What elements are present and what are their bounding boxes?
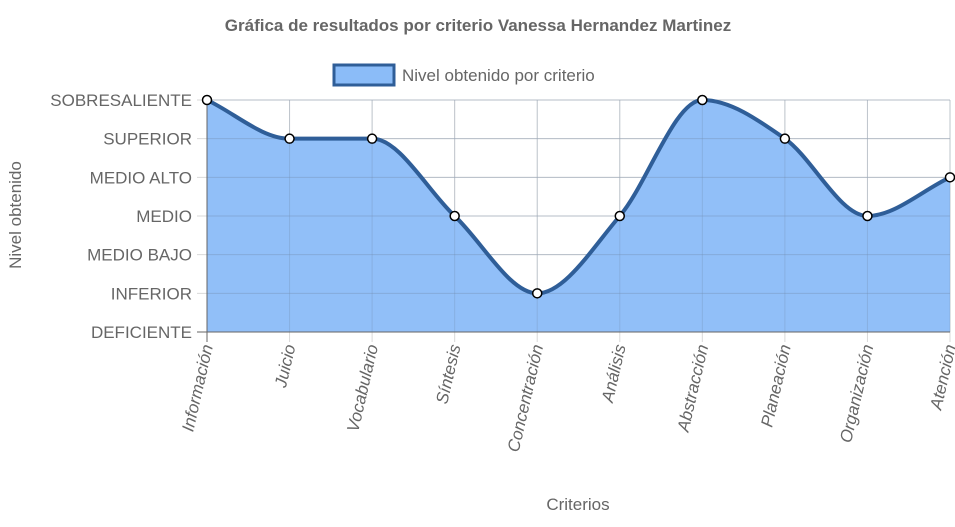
legend-swatch	[332, 63, 396, 87]
legend[interactable]: Nivel obtenido por criterio	[332, 63, 595, 87]
y-tick-label: MEDIO	[136, 207, 192, 226]
y-tick-label: MEDIO BAJO	[87, 246, 192, 265]
y-tick-label: DEFICIENTE	[91, 323, 192, 342]
data-point[interactable]	[614, 210, 626, 222]
data-point[interactable]	[201, 94, 213, 106]
x-tick-label: Organización	[836, 343, 877, 445]
series-line	[206, 98, 951, 296]
y-tick-labels: DEFICIENTE INFERIOR MEDIO BAJO MEDIO MEDIO A…	[50, 91, 192, 342]
data-point[interactable]	[779, 133, 791, 144]
y-tick-label: SUPERIOR	[103, 130, 192, 149]
data-point[interactable]	[366, 133, 378, 144]
point-layer	[201, 94, 955, 299]
y-tick-label: INFERIOR	[111, 284, 192, 303]
series-area-fill	[207, 100, 950, 332]
data-point[interactable]	[862, 210, 873, 222]
x-tick-label: Vocabulario	[343, 343, 382, 434]
x-tick-label: Planeación	[757, 343, 794, 429]
area-layer	[206, 98, 951, 332]
y-tick-label: MEDIO ALTO	[90, 168, 192, 187]
data-point[interactable]	[531, 288, 543, 299]
x-tick-label: Juicio	[271, 343, 300, 391]
data-point[interactable]	[284, 133, 295, 144]
x-tick-label: Abstracción	[674, 343, 713, 435]
y-tick-label: SOBRESALIENTE	[50, 91, 192, 110]
x-tick-labels: Información Juicio Vocabulario Síntesis Conc…	[178, 342, 955, 454]
data-point[interactable]	[449, 210, 460, 222]
x-tick-label: Atención	[926, 343, 955, 413]
x-tick-label: Información	[178, 343, 216, 434]
x-tick-label: Síntesis	[432, 342, 464, 406]
data-point[interactable]	[944, 172, 955, 183]
x-tick-label: Análisis	[598, 342, 630, 405]
chart-title: Gráfica de resultados por criterio Vanes…	[225, 16, 731, 35]
data-point[interactable]	[697, 94, 708, 106]
legend-label: Nivel obtenido por criterio	[402, 66, 595, 85]
y-axis-title: Nivel obtenido	[6, 161, 25, 269]
x-tick-label: Concentración	[504, 343, 547, 454]
x-axis-title: Criterios	[546, 495, 609, 514]
axis-layer	[206, 100, 950, 333]
